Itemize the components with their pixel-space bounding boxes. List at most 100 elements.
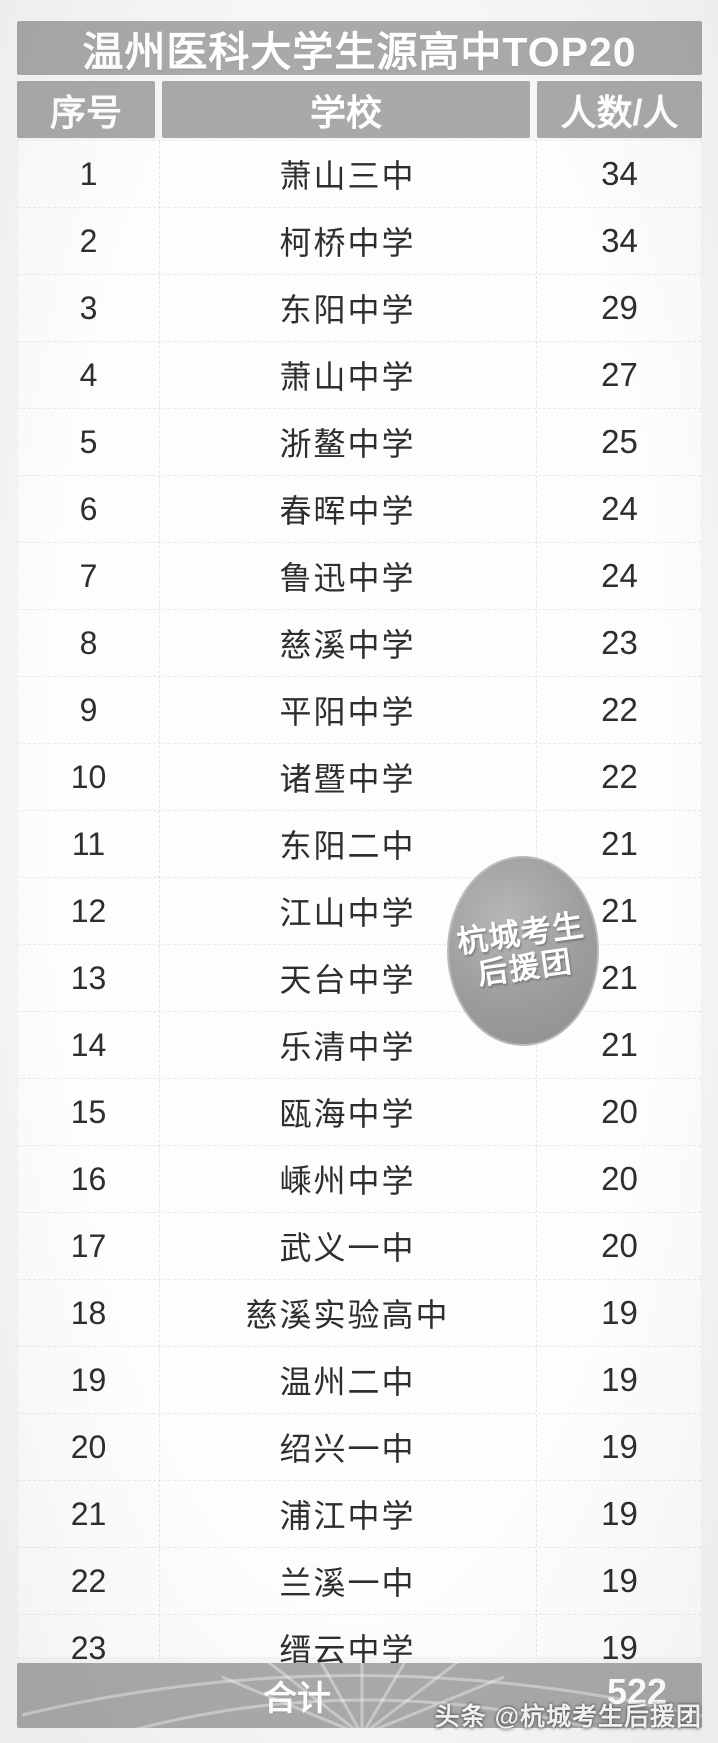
count-cell: 24 bbox=[601, 490, 638, 527]
school-cell: 春晖中学 bbox=[279, 493, 416, 529]
rank-cell: 3 bbox=[79, 289, 98, 326]
school-cell: 浦江中学 bbox=[279, 1498, 416, 1534]
school-cell: 缙云中学 bbox=[279, 1632, 416, 1668]
rank-cell: 9 bbox=[79, 691, 98, 728]
school-cell: 萧山三中 bbox=[279, 158, 416, 194]
watermark-badge-text: 杭城考生 后援团 bbox=[455, 907, 592, 994]
count-cell: 34 bbox=[601, 222, 638, 259]
header-cell-index: 序号 bbox=[17, 81, 155, 138]
rank-cell: 19 bbox=[70, 1361, 107, 1398]
count-cell: 20 bbox=[601, 1227, 638, 1264]
count-cell: 22 bbox=[601, 758, 638, 795]
school-cell: 慈溪中学 bbox=[279, 627, 416, 663]
rank-cell: 10 bbox=[70, 758, 107, 795]
table-row: 2 柯桥中学 34 bbox=[18, 207, 701, 274]
table-row: 22 兰溪一中 19 bbox=[18, 1547, 701, 1614]
rank-cell: 18 bbox=[70, 1294, 107, 1331]
school-cell: 兰溪一中 bbox=[279, 1565, 416, 1601]
rank-cell: 15 bbox=[70, 1093, 107, 1130]
rank-cell: 23 bbox=[70, 1629, 107, 1666]
credit-watermark: 头条 @杭城考生后援团 bbox=[434, 1703, 702, 1731]
count-cell: 19 bbox=[601, 1428, 638, 1465]
rank-cell: 6 bbox=[79, 490, 98, 527]
school-cell: 慈溪实验高中 bbox=[245, 1297, 450, 1333]
count-cell: 24 bbox=[601, 557, 638, 594]
table-body: 1 萧山三中 34 2 柯桥中学 34 3 东阳中学 29 4 萧山中学 2 7 … bbox=[17, 140, 702, 1668]
table-row: 11 东阳二中 21 bbox=[18, 810, 701, 877]
count-cell: 20 bbox=[601, 1093, 638, 1130]
count-cell: 29 bbox=[601, 289, 638, 326]
rank-cell: 12 bbox=[70, 892, 107, 929]
table-row: 17 武义一中 20 bbox=[18, 1212, 701, 1279]
school-cell: 温州二中 bbox=[279, 1364, 416, 1400]
count-cell: 23 bbox=[601, 624, 638, 661]
rank-cell: 11 bbox=[71, 825, 106, 862]
rank-cell: 4 bbox=[79, 356, 98, 393]
table-row: 1 萧山三中 34 bbox=[18, 141, 701, 207]
table-row: 9 平阳中学 22 bbox=[18, 676, 701, 743]
count-cell: 19 bbox=[601, 1629, 638, 1666]
rank-cell: 14 bbox=[70, 1026, 107, 1063]
table-row: 23 缙云中学 19 bbox=[18, 1614, 701, 1681]
table-row: 10 诸暨中学 22 bbox=[18, 743, 701, 810]
page-title: 温州医科大学生源高中TOP20 bbox=[82, 29, 637, 75]
school-cell: 东阳二中 bbox=[279, 828, 416, 864]
rank-cell: 7 bbox=[79, 557, 98, 594]
rank-cell: 13 bbox=[70, 959, 107, 996]
table-row: 19 温州二中 19 bbox=[18, 1346, 701, 1413]
table-row: 21 浦江中学 19 bbox=[18, 1480, 701, 1547]
table-row: 20 绍兴一中 19 bbox=[18, 1413, 701, 1480]
school-cell: 东阳中学 bbox=[279, 292, 416, 328]
count-cell: 22 bbox=[601, 691, 638, 728]
count-cell: 19 bbox=[601, 1361, 638, 1398]
count-cell: 21 bbox=[601, 1026, 638, 1063]
count-cell: 19 bbox=[601, 1294, 638, 1331]
count-cell: 21 bbox=[601, 825, 638, 862]
count-cell: 21 bbox=[601, 892, 638, 929]
count-cell: 34 bbox=[601, 155, 638, 192]
count-cell: 19 bbox=[601, 1495, 638, 1532]
school-cell: 乐清中学 bbox=[279, 1029, 416, 1065]
count-cell: 20 bbox=[601, 1160, 638, 1197]
rank-cell: 21 bbox=[70, 1495, 107, 1532]
table-row: 18 慈溪实验高中 19 bbox=[18, 1279, 701, 1346]
total-label: 合计 bbox=[263, 1680, 331, 1718]
watermark-badge: 杭城考生 后援团 bbox=[447, 856, 599, 1046]
rank-cell: 22 bbox=[70, 1562, 107, 1599]
school-cell: 天台中学 bbox=[279, 962, 416, 998]
school-cell: 诸暨中学 bbox=[279, 761, 416, 797]
table-row: 8 慈溪中学 23 bbox=[18, 609, 701, 676]
rank-cell: 2 bbox=[79, 222, 98, 259]
school-cell: 武义一中 bbox=[279, 1230, 416, 1266]
school-cell: 瓯海中学 bbox=[279, 1096, 416, 1132]
school-cell: 嵊州中学 bbox=[279, 1163, 416, 1199]
school-cell: 绍兴一中 bbox=[279, 1431, 416, 1467]
rank-cell: 17 bbox=[70, 1227, 107, 1264]
count-cell: 25 bbox=[601, 423, 638, 460]
table-row: 3 东阳中学 29 bbox=[18, 274, 701, 341]
header-cell-count: 人数/人 bbox=[537, 81, 702, 138]
table-row: 4 萧山中学 27 bbox=[18, 341, 701, 408]
total-value: 522 bbox=[606, 1671, 668, 1712]
school-cell: 萧山中学 bbox=[279, 359, 416, 395]
table-row: 16 嵊州中学 20 bbox=[18, 1145, 701, 1212]
count-cell: 27 bbox=[601, 356, 638, 393]
rank-cell: 8 bbox=[79, 624, 98, 661]
rank-cell: 16 bbox=[70, 1160, 107, 1197]
school-cell: 浙鳌中学 bbox=[279, 426, 416, 462]
table-row: 14 乐清中学 21 bbox=[18, 1011, 701, 1078]
rank-cell: 20 bbox=[70, 1428, 107, 1465]
school-cell: 平阳中学 bbox=[279, 694, 416, 730]
table-row: 5 浙鳌中学 25 bbox=[18, 408, 701, 475]
table-row: 6 春晖中学 24 bbox=[18, 475, 701, 542]
table-row: 13 天台中学 21 bbox=[18, 944, 701, 1011]
school-cell: 柯桥中学 bbox=[279, 225, 416, 261]
count-cell: 21 bbox=[601, 959, 638, 996]
table-row: 15 瓯海中学 20 bbox=[18, 1078, 701, 1145]
table-row: 7 鲁迅中学 24 bbox=[18, 542, 701, 609]
rank-cell: 5 bbox=[79, 423, 98, 460]
school-cell: 鲁迅中学 bbox=[279, 560, 416, 596]
header-cell-school: 学校 bbox=[162, 81, 530, 138]
rank-cell: 1 bbox=[79, 155, 98, 192]
